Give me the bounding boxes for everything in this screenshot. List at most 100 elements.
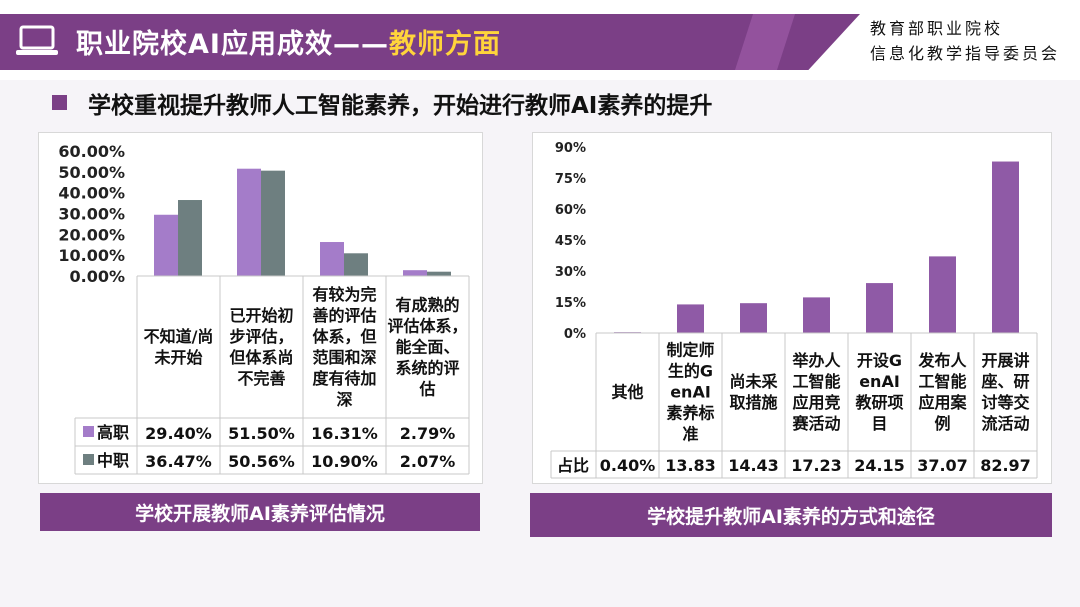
data-label: 24.15 <box>854 456 905 475</box>
category-label: enAI <box>859 372 900 391</box>
bar-中职-1 <box>178 200 202 276</box>
bar-5 <box>866 283 893 333</box>
assessment-chart-title: 学校开展教师AI素养评估情况 <box>40 493 480 531</box>
y-tick-label: 30.00% <box>58 205 125 224</box>
y-tick-label: 15% <box>555 296 586 311</box>
data-label: 0.40% <box>600 456 656 475</box>
category-label: 善的评估 <box>312 306 376 325</box>
category-label: 体系，但 <box>312 327 376 346</box>
category-label: 取措施 <box>729 393 777 412</box>
category-label: 工智能 <box>792 372 840 391</box>
category-label: 其他 <box>611 383 643 402</box>
legend-swatch-高职 <box>83 426 94 437</box>
y-tick-label: 75% <box>555 172 586 187</box>
subtitle-bullet <box>52 95 67 110</box>
category-label: 准 <box>682 425 698 444</box>
category-label: 能全面、 <box>395 338 459 357</box>
bar-中职-4 <box>427 271 451 276</box>
category-label: 不完善 <box>237 369 285 388</box>
organization-name: 教育部职业院校 信息化教学指导委员会 <box>870 16 1075 66</box>
bar-高职-3 <box>320 242 344 276</box>
y-tick-label: 10.00% <box>58 246 125 265</box>
legend-label-中职: 中职 <box>97 451 129 470</box>
page-title-highlight: 教师方面 <box>388 29 501 60</box>
legend-label-占比: 占比 <box>557 456 589 475</box>
data-label: 13.83 <box>665 456 716 475</box>
methods-chart-title: 学校提升教师AI素养的方式和途径 <box>530 493 1052 537</box>
category-label: 教研项 <box>855 393 903 412</box>
page-title-main: 职业院校AI应用成效—— <box>76 29 389 60</box>
category-label: 座、研 <box>980 372 1029 391</box>
header-band <box>0 14 860 70</box>
y-tick-label: 60.00% <box>58 142 125 161</box>
y-tick-label: 45% <box>555 234 586 249</box>
page-title: 职业院校AI应用成效——教师方面 <box>76 22 501 61</box>
category-label: 有较为完 <box>312 285 376 304</box>
category-label: 步评估， <box>229 327 293 346</box>
data-label: 37.07 <box>917 456 968 475</box>
bar-4 <box>803 297 830 333</box>
laptop-icon <box>16 25 58 55</box>
category-label: 生的G <box>668 362 713 381</box>
data-label: 14.43 <box>728 456 779 475</box>
y-tick-label: 0.00% <box>69 267 125 286</box>
data-label: 17.23 <box>791 456 842 475</box>
data-label: 29.40% <box>145 424 212 443</box>
category-label: 应用竞 <box>792 393 840 412</box>
bar-中职-3 <box>344 253 368 276</box>
category-label: 度有待加 <box>312 369 376 388</box>
data-label: 2.79% <box>400 424 456 443</box>
data-label: 2.07% <box>400 452 456 471</box>
category-label: 但体系尚 <box>229 348 293 367</box>
header-bar: 职业院校AI应用成效——教师方面 教育部职业院校 信息化教学指导委员会 <box>0 0 1080 80</box>
bar-中职-2 <box>261 170 285 276</box>
category-label: 目 <box>871 414 887 433</box>
legend-label-高职: 高职 <box>97 423 129 442</box>
methods-chart-panel: 0% 15% 30% 45% 60% 75% 90% 其他 制定师 生的G enAI 素养标准 尚未采取… <box>532 132 1052 484</box>
bar-高职-2 <box>237 168 261 276</box>
data-label: 10.90% <box>311 452 378 471</box>
y-tick-label: 40.00% <box>58 184 125 203</box>
category-label: 评估体系， <box>387 317 467 336</box>
category-label: 应用案 <box>918 393 967 412</box>
bar-高职-4 <box>403 270 427 276</box>
y-tick-label: 50.00% <box>58 163 125 182</box>
category-label: 例 <box>934 414 950 433</box>
organization-line-1: 教育部职业院校 <box>870 19 1004 38</box>
y-tick-label: 90% <box>555 141 586 156</box>
y-tick-label: 60% <box>555 203 586 218</box>
data-label: 82.97 <box>980 456 1031 475</box>
category-label: 不知道/尚 <box>144 327 214 346</box>
assessment-chart-panel: 0.00% 10.00% 20.00% 30.00% 40.00% 50.00% 60.00… <box>38 132 483 484</box>
category-label: 讨等交 <box>981 393 1029 412</box>
category-label: 发布人 <box>917 351 967 370</box>
category-label: 开展讲 <box>981 351 1029 370</box>
category-label: 开设G <box>857 351 902 370</box>
category-label: 赛活动 <box>791 414 840 433</box>
organization-line-2: 信息化教学指导委员会 <box>870 44 1061 63</box>
bar-7 <box>992 161 1019 333</box>
category-label: enAI <box>670 383 711 402</box>
bar-高职-1 <box>154 214 178 276</box>
category-label: 工智能 <box>918 372 966 391</box>
category-label: 估 <box>418 380 435 399</box>
category-label: 未开始 <box>153 348 202 367</box>
y-tick-label: 0% <box>564 327 586 342</box>
subtitle: 学校重视提升教师人工智能素养，开始进行教师AI素养的提升 <box>88 93 713 119</box>
category-label: 流活动 <box>981 414 1029 433</box>
data-label: 51.50% <box>228 424 295 443</box>
category-label: 系统的评 <box>395 359 459 378</box>
assessment-chart: 0.00% 10.00% 20.00%30.00% 40.00% 50.00% 60.00… <box>58 142 470 475</box>
data-label: 36.47% <box>145 452 212 471</box>
bar-6 <box>929 256 956 333</box>
category-label: 已开始初 <box>229 306 293 325</box>
data-label: 50.56% <box>228 452 295 471</box>
bar-3 <box>740 303 767 333</box>
y-tick-label: 20.00% <box>58 225 125 244</box>
data-label: 16.31% <box>311 424 378 443</box>
category-label: 素养标 <box>666 404 714 423</box>
legend-swatch-中职 <box>83 454 94 465</box>
category-label: 制定师 <box>666 341 714 360</box>
category-label: 范围和深 <box>312 348 376 367</box>
